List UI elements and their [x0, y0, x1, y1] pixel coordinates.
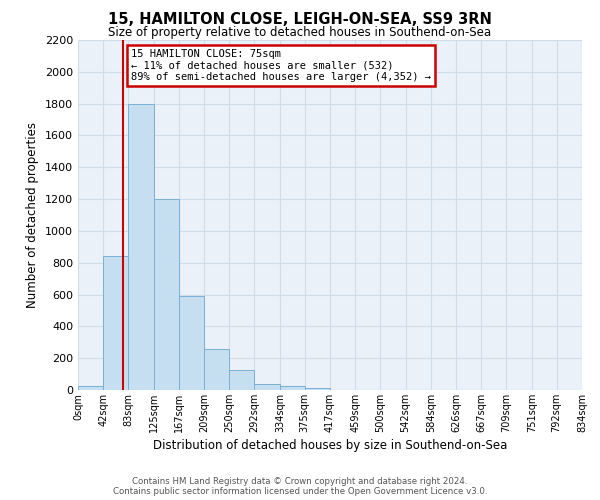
Bar — [280, 386, 305, 390]
Bar — [179, 296, 205, 390]
Bar — [78, 386, 103, 390]
Bar — [103, 256, 128, 390]
Bar — [254, 384, 280, 390]
Bar — [205, 350, 229, 390]
Bar — [229, 370, 254, 390]
Text: Contains HM Land Registry data © Crown copyright and database right 2024.
Contai: Contains HM Land Registry data © Crown c… — [113, 476, 487, 496]
Bar — [154, 199, 179, 390]
Y-axis label: Number of detached properties: Number of detached properties — [26, 122, 40, 308]
Bar — [128, 104, 154, 390]
Text: 15, HAMILTON CLOSE, LEIGH-ON-SEA, SS9 3RN: 15, HAMILTON CLOSE, LEIGH-ON-SEA, SS9 3R… — [108, 12, 492, 28]
Text: 15 HAMILTON CLOSE: 75sqm
← 11% of detached houses are smaller (532)
89% of semi-: 15 HAMILTON CLOSE: 75sqm ← 11% of detach… — [131, 49, 431, 82]
Text: Size of property relative to detached houses in Southend-on-Sea: Size of property relative to detached ho… — [109, 26, 491, 39]
X-axis label: Distribution of detached houses by size in Southend-on-Sea: Distribution of detached houses by size … — [153, 439, 507, 452]
Bar — [305, 388, 330, 390]
